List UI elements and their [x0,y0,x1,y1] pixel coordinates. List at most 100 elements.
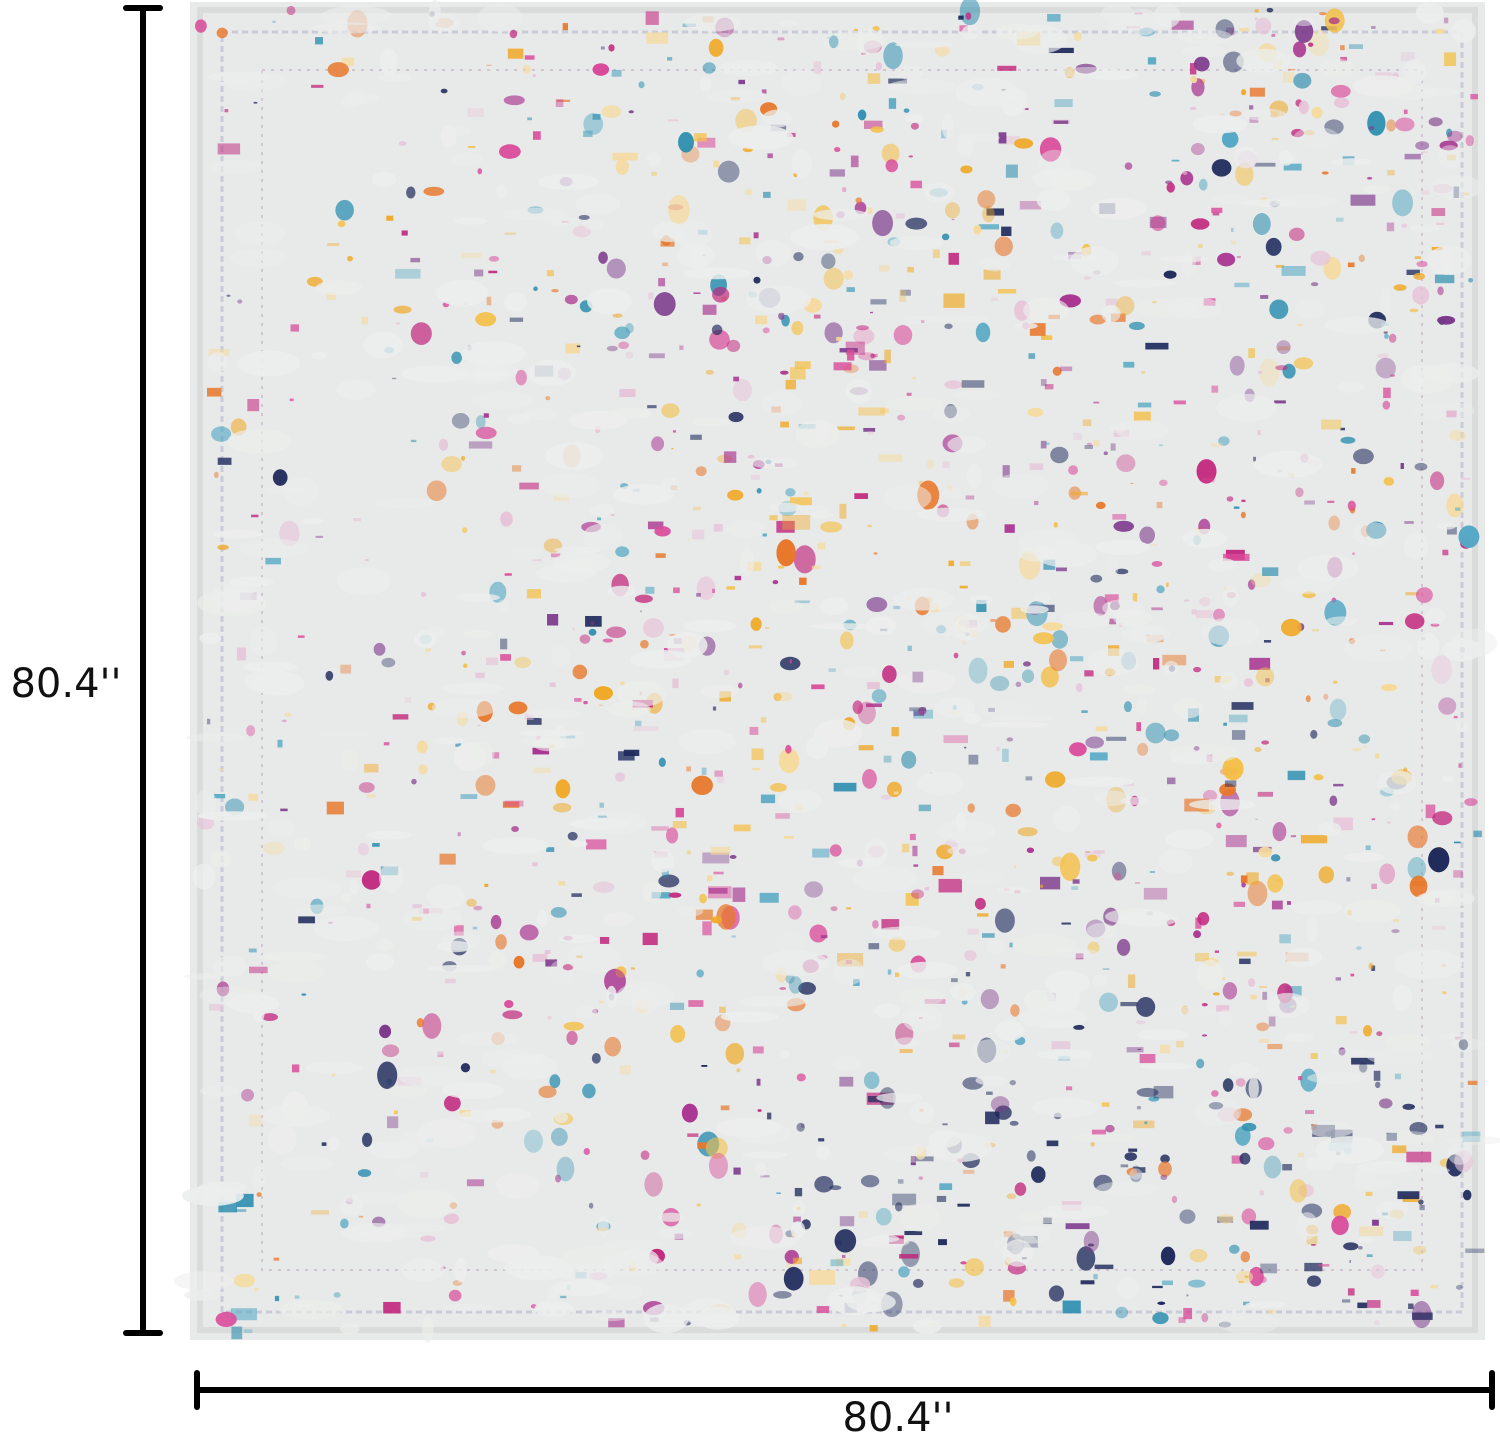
rug-fleck [1283,163,1302,171]
rug-fleck [1343,1242,1359,1251]
rug-wear [1241,108,1287,121]
rug-fleck [1272,822,1287,842]
rug-fleck [936,1195,947,1202]
rug-fleck [1053,120,1069,124]
rug-fleck [962,639,966,645]
rug-fleck [1462,1189,1472,1201]
rug-fleck [709,329,730,350]
rug-fleck [1236,1270,1254,1284]
rug-wear [199,632,222,645]
rug-wear [258,951,328,962]
rug-fleck [387,1116,399,1129]
rug-wear [1071,1048,1091,1068]
rug-fleck [651,826,669,831]
rug-fleck [412,904,423,909]
rug-wear [699,77,712,92]
rug-wear [336,379,376,401]
rug-fleck [839,1076,854,1087]
rug-fleck [1271,138,1279,141]
rug-fleck [1306,1275,1322,1287]
rug-fleck [870,299,887,305]
rug-fleck [1435,28,1445,34]
rug-fleck [777,37,785,41]
rug-wear [450,152,483,167]
rug-fleck [1002,465,1010,478]
rug-fleck [1181,1005,1189,1015]
rug-fleck [1305,1110,1315,1115]
rug-wear [1379,287,1392,316]
rug-fleck [1415,141,1430,151]
rug-wear [267,960,325,983]
rug-fleck [952,1034,966,1040]
rug-fleck [1376,1031,1383,1037]
rug-wear [399,1130,448,1148]
rug-fleck [598,251,608,264]
rug-fleck [951,218,955,221]
rug-fleck [475,415,486,429]
rug-wear [414,630,437,649]
rug-fleck [837,426,855,431]
rug-wear [1285,947,1323,967]
rug-fleck [1201,478,1215,483]
rug-fleck [728,411,744,423]
rug-wear [209,159,262,175]
rug-wear [1326,616,1359,626]
rug-wear [213,955,247,978]
rug-fleck [1406,269,1420,276]
rug-fleck [1295,487,1304,498]
rug-wear [1325,316,1390,334]
rug-fleck [558,881,566,886]
rug-wear [947,845,988,856]
rug-fleck [439,853,456,865]
rug-fleck [1359,1226,1384,1236]
rug-fleck [782,514,811,530]
rug-wear [991,714,1055,722]
rug-wear [895,41,955,48]
rug-wear [1101,304,1121,323]
rug-fleck [546,847,555,852]
rug-fleck [500,654,511,661]
rug-wear [755,239,792,267]
rug-wear [431,697,497,718]
rug-fleck [1366,1254,1373,1258]
rug-fleck [978,1315,991,1328]
rug-wear [430,1047,445,1056]
rug-wear [1413,401,1476,420]
rug-wear [482,837,549,855]
rug-fleck [814,1176,834,1193]
rug-fleck [546,270,554,277]
rug-fleck [1246,872,1259,885]
rug-fleck [1073,432,1082,440]
rug-wear [1330,158,1372,166]
rug-wear [1182,528,1227,548]
height-dimension: 80.4'' [10,5,163,1336]
rug-fleck [1327,500,1335,503]
rug-fleck [1195,610,1213,618]
rug-fleck [215,1311,237,1328]
rug-fleck [1158,479,1168,487]
rug-fleck [1467,1080,1478,1085]
rug-wear [523,407,558,421]
rug-wear [340,749,360,772]
rug-fleck [997,65,1017,71]
rug-fleck [1259,1038,1270,1043]
rug-wear [174,1271,234,1291]
rug-fleck [692,506,701,511]
rug-fleck [1332,680,1338,684]
rug-wear [1116,1277,1139,1300]
rug-fleck [556,99,571,102]
rug-wear [587,288,633,315]
rug-wear [426,884,466,909]
rug-fleck [1082,419,1092,427]
rug-fleck [1124,1152,1138,1161]
rug-fleck [1392,189,1414,217]
rug-fleck [1458,525,1480,548]
rug-fleck [842,187,847,192]
rug-fleck [1249,105,1254,110]
rug-fleck [1274,400,1286,404]
rug-wear [1343,852,1385,863]
rug-wear [904,114,924,124]
rug-fleck [366,903,371,909]
rug-fleck [903,108,910,113]
rug-wear [1417,890,1476,908]
